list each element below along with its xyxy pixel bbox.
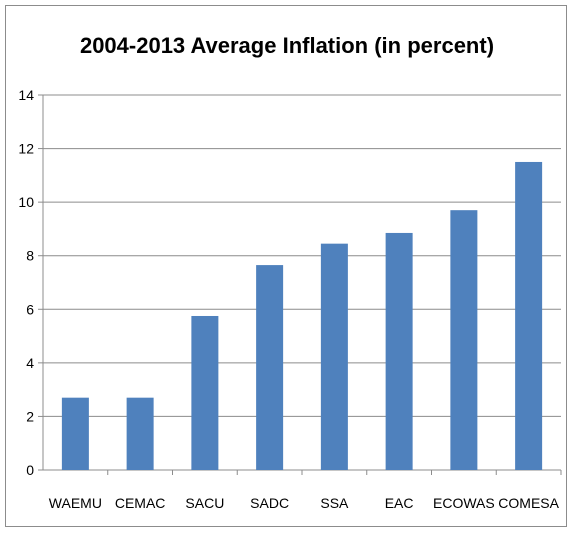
y-tick-label: 4 [26,355,34,371]
bar-sacu [191,315,219,470]
gridlines [43,94,561,417]
y-tick-label: 10 [18,194,34,210]
y-tick-label: 12 [18,141,34,157]
x-tick-label: ECOWAS [433,495,495,511]
x-tick-label: CEMAC [115,495,166,511]
y-tick-labels: 0 2 4 6 8 10 12 14 [18,87,34,478]
bar-ecowas [450,210,478,470]
x-tick-label: SACU [185,495,224,511]
x-tick-label: WAEMU [49,495,102,511]
bar-chart: 2004-2013 Average Inflation (in percent)… [18,33,562,511]
bar-sadc [256,265,284,470]
y-tick-label: 8 [26,248,34,264]
bars [61,161,543,470]
x-tick-labels: WAEMU CEMAC SACU SADC SSA EAC ECOWAS COMESA [49,495,560,511]
bar-cemac [126,397,154,470]
y-tick-label: 2 [26,408,34,424]
x-tick-label: COMESA [498,495,559,511]
bar-eac [385,232,413,470]
y-tick-label: 0 [26,462,34,478]
chart-title: 2004-2013 Average Inflation (in percent) [80,33,494,58]
bar-ssa [320,243,348,470]
bar-comesa [515,161,543,470]
x-tick-label: SADC [250,495,289,511]
y-tick-label: 6 [26,301,34,317]
x-tick-label: EAC [385,495,414,511]
bar-waemu [61,397,89,470]
x-tick-label: SSA [320,495,349,511]
chart-frame: 2004-2013 Average Inflation (in percent)… [5,5,567,527]
axes [38,94,562,475]
y-tick-label: 14 [18,87,34,103]
